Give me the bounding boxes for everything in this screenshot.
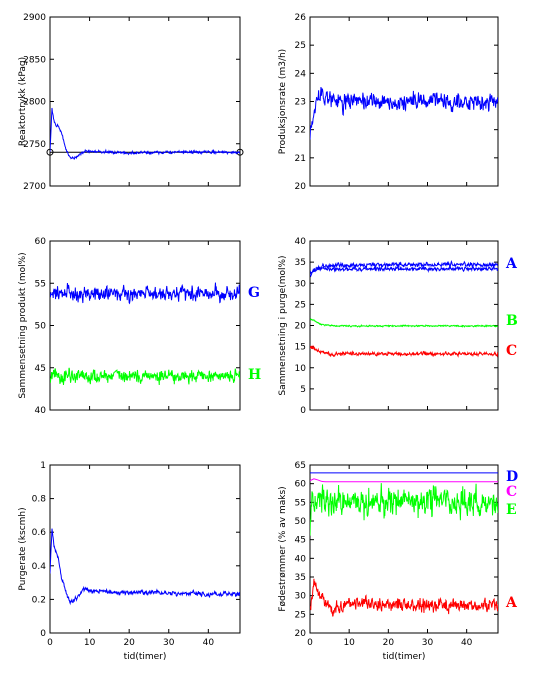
y-tick-label: 40 xyxy=(35,406,47,416)
y-axis-label: Purgerate (kscmh) xyxy=(18,507,28,590)
x-tick-label: 0 xyxy=(307,638,313,648)
series-legend-label: G xyxy=(248,285,260,301)
y-tick-label: 26 xyxy=(295,13,307,23)
y-tick-label: 45 xyxy=(295,536,306,546)
y-tick-label: 20 xyxy=(295,322,307,332)
series-legend-label: D xyxy=(506,469,518,485)
y-tick-label: 40 xyxy=(295,237,307,247)
y-tick-label: 0.8 xyxy=(32,495,47,505)
y-tick-label: 60 xyxy=(295,480,307,490)
y-tick-label: 2900 xyxy=(23,13,46,23)
y-axis-label: Reaktortrykk (kPag) xyxy=(18,57,28,146)
y-tick-label: 5 xyxy=(300,385,306,395)
series-legend-label: H xyxy=(248,367,261,383)
chart-panel-1: 2700 2750 2800 2850 2900 Reaktortrykk (kPag) xyxy=(18,13,244,192)
y-tick-label: 2850 xyxy=(23,55,46,65)
series-line-c xyxy=(310,478,498,483)
x-tick-label: 40 xyxy=(461,638,473,648)
y-axis-label: Fødestrømmer (% av maks) xyxy=(278,486,288,611)
x-tick-label: 30 xyxy=(163,638,175,648)
plot-frame xyxy=(49,464,241,634)
series-legend-label: A xyxy=(505,595,518,611)
y-tick-label: 50 xyxy=(35,322,47,332)
x-axis-label: tid(timer) xyxy=(124,652,167,662)
y-tick-label: 35 xyxy=(295,258,306,268)
y-tick-label: 35 xyxy=(295,573,306,583)
y-tick-label: 0.2 xyxy=(32,595,46,605)
series-legend-label: C xyxy=(506,343,517,359)
series-legend-label: A xyxy=(505,256,518,272)
x-axis-label: tid(timer) xyxy=(383,652,426,662)
series-legend-label: B xyxy=(506,313,518,329)
y-tick-label: 2800 xyxy=(23,98,46,108)
plot-frame xyxy=(49,240,241,411)
y-tick-label: 55 xyxy=(295,498,306,508)
y-tick-label: 30 xyxy=(295,592,307,602)
series-line xyxy=(50,528,240,606)
y-tick-label: 0 xyxy=(300,406,306,416)
y-tick-label: 25 xyxy=(295,300,306,310)
y-axis-label: Produksjonsrate (m3/h) xyxy=(278,49,288,154)
y-tick-label: 25 xyxy=(295,610,306,620)
series-line-a xyxy=(310,578,498,617)
y-tick-label: 1 xyxy=(40,461,46,471)
chart-panel-4: 0 5 10 15 20 25 30 35 40 Sammensetning i purge(mo… xyxy=(278,237,518,416)
series-line-c xyxy=(310,344,498,358)
y-tick-label: 0.4 xyxy=(32,562,47,572)
series-line-a xyxy=(310,264,498,274)
y-tick-label: 50 xyxy=(295,517,307,527)
y-tick-label: 15 xyxy=(295,343,306,353)
y-tick-label: 40 xyxy=(295,554,307,564)
x-tick-label: 10 xyxy=(343,638,355,648)
series-legend-label: E xyxy=(506,502,517,518)
y-axis-label: Sammensetning i purge(mol%) xyxy=(278,255,288,395)
y-tick-label: 20 xyxy=(295,182,307,192)
y-tick-label: 65 xyxy=(295,461,306,471)
x-tick-label: 20 xyxy=(123,638,135,648)
y-tick-label: 60 xyxy=(35,237,47,247)
y-tick-label: 24 xyxy=(295,69,307,79)
x-tick-label: 20 xyxy=(383,638,395,648)
x-tick-label: 10 xyxy=(84,638,96,648)
series-line-b xyxy=(310,318,498,328)
y-tick-label: 25 xyxy=(295,41,306,51)
y-tick-label: 55 xyxy=(35,279,46,289)
y-tick-label: 20 xyxy=(295,629,307,639)
series-line xyxy=(50,107,240,160)
x-tick-label: 30 xyxy=(422,638,434,648)
chart-panel-6: 20 25 30 35 40 45 50 55 60 65 0 10 20 30 40 Fødestrømme… xyxy=(278,461,518,662)
series-legend-label: C xyxy=(506,484,517,500)
y-tick-label: 45 xyxy=(35,364,46,374)
series-line xyxy=(310,86,498,140)
plot-frame xyxy=(309,464,499,634)
plot-frame xyxy=(49,16,241,187)
y-tick-label: 30 xyxy=(295,279,307,289)
series-line-g xyxy=(50,282,240,305)
y-tick-label: 0.6 xyxy=(32,528,47,538)
y-tick-label: 23 xyxy=(295,98,306,108)
y-tick-label: 2700 xyxy=(23,182,46,192)
y-tick-label: 2750 xyxy=(23,140,46,150)
x-tick-label: 40 xyxy=(203,638,215,648)
y-tick-label: 22 xyxy=(295,126,306,136)
y-tick-label: 21 xyxy=(295,154,306,164)
chart-panel-2: 20 21 22 23 24 25 26 Produksjonsrate (m3/h) xyxy=(278,13,499,192)
y-tick-label: 0 xyxy=(40,629,46,639)
series-line-a xyxy=(310,260,498,278)
y-tick-label: 10 xyxy=(295,364,307,374)
chart-panel-3: 40 45 50 55 60 Sammensetning produkt (mol%) G H xyxy=(18,237,261,416)
y-axis-label: Sammensetning produkt (mol%) xyxy=(18,252,28,398)
series-line-e xyxy=(310,483,498,536)
series-line-h xyxy=(50,367,240,386)
x-tick-label: 0 xyxy=(47,638,53,648)
